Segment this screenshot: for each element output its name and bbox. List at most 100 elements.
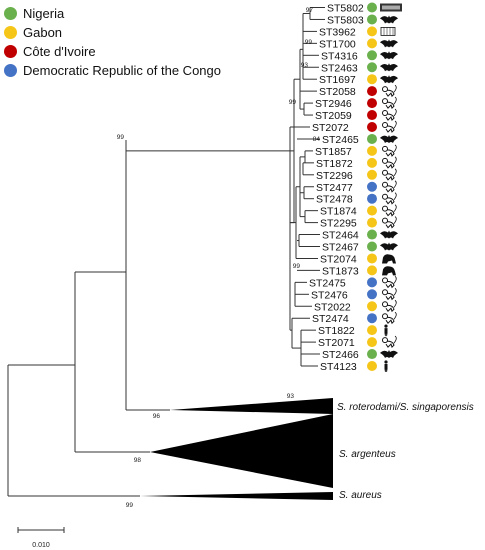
nigeria-dot-icon — [367, 62, 377, 73]
monkey-icon — [382, 96, 397, 110]
tip-label: ST2295 — [320, 218, 357, 230]
bat-icon — [380, 242, 398, 251]
tip-label: ST1872 — [316, 158, 353, 170]
monkey-icon — [382, 276, 397, 289]
tip-label: ST2475 — [309, 277, 346, 289]
bootstrap-value: 99 — [305, 39, 313, 46]
monkey-icon — [382, 204, 397, 217]
tree-branches — [7, 7, 325, 497]
drc-dot-icon — [367, 313, 377, 324]
cote-divoire-dot-icon — [4, 45, 17, 58]
tip-label: ST1700 — [319, 38, 356, 50]
bootstrap-value: 93 — [301, 62, 309, 69]
gorilla-icon — [382, 266, 396, 276]
gabon-dot-icon — [4, 26, 17, 39]
nigeria-dot-icon — [367, 229, 377, 240]
drc-dot-icon — [4, 64, 17, 77]
bat-icon — [380, 63, 398, 72]
gabon-dot-icon — [367, 74, 377, 85]
nigeria-dot-icon — [4, 7, 17, 20]
gabon-dot-icon — [367, 157, 377, 168]
clade-label-roterodami: S. roterodami/S. singaporensis — [337, 402, 474, 413]
gabon-dot-icon — [367, 38, 377, 49]
drc-dot-icon — [367, 289, 377, 300]
human-icon — [384, 324, 388, 337]
gabon-dot-icon — [367, 361, 377, 371]
gabon-dot-icon — [367, 26, 377, 37]
monkey-icon — [382, 108, 397, 121]
bootstrap-value: 93 — [287, 393, 295, 400]
tip-label: ST2466 — [322, 349, 359, 361]
drc-dot-icon — [367, 181, 377, 192]
bat-icon — [380, 15, 398, 24]
tip-label: ST5802 — [327, 3, 364, 15]
clade-label-aureus: S. aureus — [339, 490, 382, 501]
tip-label: ST2058 — [319, 86, 356, 98]
scale-bar: 0.010 — [17, 527, 65, 549]
collapsed-clade-aureus — [140, 492, 333, 500]
bootstrap-value: 99 — [117, 134, 125, 141]
gabon-dot-icon — [367, 145, 377, 156]
chiroptera-crate-icon — [380, 3, 402, 12]
bootstrap-value: 99 — [293, 263, 301, 270]
cote_divoire-dot-icon — [367, 122, 377, 132]
monkey-icon — [382, 311, 397, 325]
tip-label: ST2022 — [314, 301, 351, 313]
legend-label: Gabon — [23, 25, 63, 40]
gabon-dot-icon — [367, 169, 377, 180]
bootstrap-value: 99 — [126, 502, 134, 509]
tip-label: ST2465 — [322, 134, 359, 146]
monkey-icon — [382, 168, 397, 181]
monkey-icon — [382, 335, 397, 349]
tip-label: ST2464 — [322, 230, 359, 242]
collapsed-clade-argenteus — [150, 414, 333, 488]
bat-icon — [380, 350, 398, 359]
collapsed-clade-roterodami — [170, 398, 333, 414]
gabon-dot-icon — [367, 301, 377, 312]
bat-icon — [380, 230, 398, 239]
tip-label: ST4316 — [321, 50, 358, 62]
tip-label: ST5803 — [327, 14, 364, 26]
drc-dot-icon — [367, 277, 377, 288]
legend: Nigeria Gabon Côte d'Ivoire Democratic R… — [4, 4, 221, 80]
tip-label: ST2463 — [321, 62, 358, 74]
bootstrap-value: 84 — [313, 136, 321, 143]
bootstrap-value: 99 — [289, 99, 297, 106]
monkey-icon — [382, 216, 397, 229]
bootstrap-value: 98 — [134, 457, 142, 464]
clade-label-argenteus: S. argenteus — [339, 449, 396, 460]
scale-bar-label: 0.010 — [32, 542, 50, 549]
monkey-icon — [382, 299, 397, 313]
tip-label: ST4123 — [320, 361, 357, 373]
tip-label: ST1697 — [319, 74, 356, 86]
monkey-icon — [382, 120, 397, 133]
monkey-icon — [382, 180, 397, 193]
cote_divoire-dot-icon — [367, 86, 377, 97]
nigeria-dot-icon — [367, 2, 377, 13]
drc-dot-icon — [367, 193, 377, 204]
gorilla-icon — [382, 254, 396, 264]
bat-icon — [380, 51, 398, 60]
bootstrap-value: 97 — [306, 7, 314, 14]
gabon-dot-icon — [367, 325, 377, 336]
tip-label: ST2072 — [312, 122, 349, 134]
tip-label: ST2296 — [316, 170, 353, 182]
bootstrap-value: 96 — [153, 413, 161, 420]
nigeria-dot-icon — [367, 14, 377, 25]
collapsed-clades — [140, 398, 333, 500]
tip-label: ST2946 — [315, 98, 352, 110]
tip-label: ST3962 — [319, 26, 356, 38]
gabon-dot-icon — [367, 253, 377, 264]
tip-label: ST2071 — [318, 337, 355, 349]
tip-label: ST2476 — [311, 289, 348, 301]
bootstrap-labels: 97 99 93 99 99 84 99 93 96 98 99 — [117, 7, 321, 509]
tip-label: ST2478 — [316, 194, 353, 206]
nigeria-dot-icon — [367, 241, 377, 252]
monkey-icon — [382, 287, 397, 301]
tip-labels: S. roterodami/S. singaporensis S. argente… — [309, 2, 474, 501]
gabon-dot-icon — [367, 205, 377, 216]
tip-label: ST1874 — [320, 206, 357, 218]
tip-label: ST2477 — [316, 182, 353, 194]
legend-label: Democratic Republic of the Congo — [23, 63, 221, 78]
